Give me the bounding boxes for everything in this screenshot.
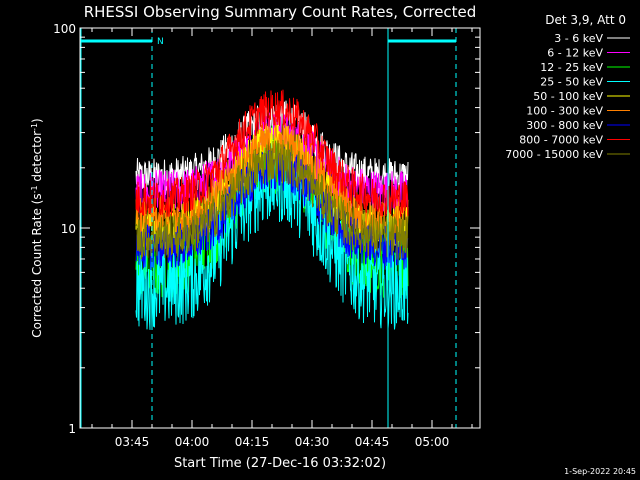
legend-label-7: 300 - 800 keV [526,119,603,132]
legend-label-1: 3 - 6 keV [554,32,603,45]
flag-label: N [157,37,164,47]
y-tick-label: 10 [61,222,76,236]
y-axis-label-sup2: -1 [30,123,39,131]
x-tick-label: 04:45 [355,435,390,449]
x-tick-label: 04:15 [235,435,270,449]
x-tick-label: 05:00 [415,435,450,449]
x-tick-label: 04:30 [295,435,330,449]
legend-label-4: 25 - 50 keV [540,76,603,89]
x-tick-label: 03:45 [115,435,150,449]
legend-label-5: 50 - 100 keV [533,90,603,103]
x-tick-label: 04:00 [175,435,210,449]
legend-label-9: 7000 - 15000 keV [505,148,603,161]
axes: 03:45 04:00 04:15 04:30 04:45 05:00 1 10 100 [53,22,480,449]
legend-label-2: 6 - 12 keV [547,47,603,60]
y-axis-label-sup1: -1 [30,185,39,193]
legend-label-3: 12 - 25 keV [540,61,603,74]
legend-label-6: 100 - 300 keV [526,105,603,118]
footer-timestamp: 1-Sep-2022 20:45 [564,467,636,476]
legend-label-8: 800 - 7000 keV [519,134,603,147]
y-tick-label: 1 [68,422,76,436]
y-axis-label-prefix: Corrected Count Rate (s [30,193,44,337]
chart-title: RHESSI Observing Summary Count Rates, Co… [84,3,477,21]
series-line-8 [135,89,409,218]
y-tick-label: 100 [53,22,76,36]
x-axis-label: Start Time (27-Dec-16 03:32:02) [174,456,386,471]
series-line-4 [135,140,409,330]
legend-title: Det 3,9, Att 0 [545,13,626,27]
series-line-9 [135,139,409,260]
y-axis-label-suffix: ) [30,118,44,123]
y-axis-label-mid: detector [30,131,44,186]
y-axis-label: Corrected Count Rate (s-1 detector-1) [30,118,45,337]
